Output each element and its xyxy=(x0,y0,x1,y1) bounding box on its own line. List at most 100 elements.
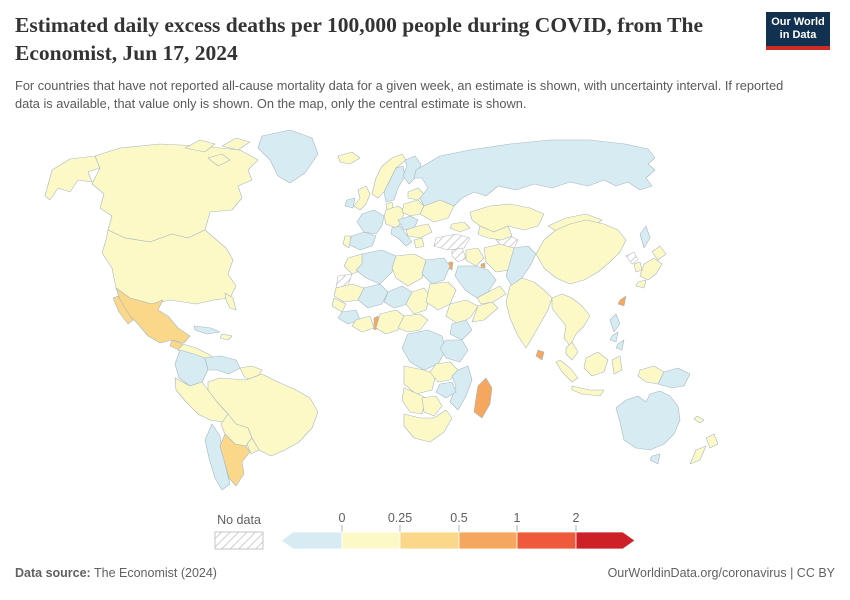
country-java[interactable] xyxy=(571,385,605,397)
legend-bin-1-2[interactable] xyxy=(516,531,577,550)
country-zambia[interactable] xyxy=(429,361,459,383)
country-syria[interactable] xyxy=(451,247,467,263)
country-sumatra[interactable] xyxy=(555,359,579,383)
country-nigeria[interactable] xyxy=(375,309,405,335)
country-libya[interactable] xyxy=(391,253,427,287)
legend-tick-label-1: 1 xyxy=(514,511,521,525)
country-philippines[interactable] xyxy=(609,313,621,333)
attribution: OurWorldinData.org/coronavirus | CC BY xyxy=(608,566,835,580)
legend-tick-label-05: 0.5 xyxy=(450,511,467,525)
country-philippines[interactable] xyxy=(615,339,625,351)
country-cuba[interactable] xyxy=(193,325,221,335)
chart-subtitle: For countries that have not reported all… xyxy=(15,77,784,112)
country-cameroon-car[interactable] xyxy=(397,313,429,333)
country-united-kingdom[interactable] xyxy=(353,185,371,211)
country-botswana[interactable] xyxy=(421,395,443,417)
country-usa-florida[interactable] xyxy=(224,292,237,311)
country-alaska[interactable] xyxy=(44,155,101,201)
country-north-korea[interactable] xyxy=(625,251,639,265)
country-south-korea[interactable] xyxy=(633,261,643,273)
country-canada-arctic[interactable] xyxy=(207,153,231,167)
country-argentina[interactable] xyxy=(219,433,251,487)
country-south-africa[interactable] xyxy=(403,409,453,443)
country-canada[interactable] xyxy=(91,143,259,243)
country-ireland[interactable] xyxy=(344,197,356,209)
country-tasmania[interactable] xyxy=(649,453,661,465)
country-sulawesi[interactable] xyxy=(611,355,623,375)
country-japan-honshu[interactable] xyxy=(639,257,663,281)
country-sri-lanka[interactable] xyxy=(535,349,545,361)
legend-bin-05-1[interactable] xyxy=(458,531,518,550)
map-area xyxy=(0,128,850,513)
country-somalia[interactable] xyxy=(471,301,499,323)
country-russia[interactable] xyxy=(413,139,656,207)
legend-bin-0-025[interactable] xyxy=(341,531,401,550)
owid-logo[interactable]: Our World in Data xyxy=(766,12,830,50)
country-philippines[interactable] xyxy=(609,331,619,343)
country-central-asia[interactable] xyxy=(477,225,513,241)
country-egypt[interactable] xyxy=(421,257,451,285)
country-usa[interactable] xyxy=(101,229,237,305)
country-uruguay[interactable] xyxy=(246,437,260,455)
country-france[interactable] xyxy=(356,209,385,235)
country-canada-arctic[interactable] xyxy=(221,137,251,151)
country-mexico-baja[interactable] xyxy=(112,295,134,325)
country-namibia[interactable] xyxy=(401,387,427,415)
country-algeria[interactable] xyxy=(355,249,397,285)
country-guinea[interactable] xyxy=(337,309,361,325)
country-canada-arctic[interactable] xyxy=(184,139,216,153)
country-mexico[interactable] xyxy=(115,287,191,344)
country-zimbabwe[interactable] xyxy=(435,381,457,399)
legend-no-data-label: No data xyxy=(217,513,261,527)
country-taiwan[interactable] xyxy=(617,295,627,307)
country-central-europe[interactable] xyxy=(397,215,419,231)
country-papua-new-guinea[interactable] xyxy=(657,367,691,389)
country-sakhalin[interactable] xyxy=(639,225,651,249)
country-iceland[interactable] xyxy=(337,151,361,165)
owid-url-link[interactable]: OurWorldinData.org/coronavirus xyxy=(607,566,787,580)
country-portugal[interactable] xyxy=(342,235,352,249)
country-iraq[interactable] xyxy=(465,247,485,267)
country-tanzania[interactable] xyxy=(439,339,469,363)
legend-no-data-swatch[interactable] xyxy=(214,531,264,550)
country-italy[interactable] xyxy=(390,225,413,247)
country-chad[interactable] xyxy=(405,287,431,315)
country-greenland[interactable] xyxy=(257,129,319,184)
country-china[interactable] xyxy=(535,219,627,285)
legend-bin-025-05[interactable] xyxy=(399,531,460,550)
country-mali[interactable] xyxy=(357,283,389,309)
country-ethiopia[interactable] xyxy=(445,299,479,325)
country-turkey[interactable] xyxy=(433,233,471,251)
country-se-asia[interactable] xyxy=(551,293,591,347)
country-madagascar[interactable] xyxy=(473,377,493,419)
country-malaysia[interactable] xyxy=(565,341,579,361)
country-borneo[interactable] xyxy=(583,351,609,377)
country-ivory-ghana[interactable] xyxy=(351,315,375,333)
country-romania-balkans[interactable] xyxy=(405,223,433,239)
country-angola[interactable] xyxy=(403,365,437,395)
country-new-zealand-south[interactable] xyxy=(689,445,707,465)
country-japan-kyushu[interactable] xyxy=(635,279,647,289)
country-kazakhstan[interactable] xyxy=(469,203,545,233)
country-venezuela[interactable] xyxy=(204,355,241,375)
data-source-label: Data source: xyxy=(15,566,91,580)
country-kenya[interactable] xyxy=(449,319,473,341)
country-spain[interactable] xyxy=(347,231,377,251)
country-japan-hokkaido[interactable] xyxy=(651,245,667,261)
country-new-zealand-north[interactable] xyxy=(705,433,719,449)
country-india[interactable] xyxy=(505,277,553,349)
country-yemen-oman[interactable] xyxy=(476,285,507,305)
country-mozambique[interactable] xyxy=(449,365,473,411)
legend-bin-above-2[interactable] xyxy=(575,531,636,550)
legend-tick-label-2: 2 xyxy=(573,511,580,525)
country-hispaniola[interactable] xyxy=(219,333,233,341)
country-greece[interactable] xyxy=(413,237,425,249)
country-germany[interactable] xyxy=(383,205,405,229)
country-pacific-islands[interactable] xyxy=(693,415,705,424)
country-australia[interactable] xyxy=(615,390,681,451)
country-kuwait[interactable] xyxy=(480,262,486,269)
legend-tick-label-0: 0 xyxy=(339,511,346,525)
country-caucasus[interactable] xyxy=(449,221,471,233)
country-finland[interactable] xyxy=(402,155,422,185)
legend-bin-below-0[interactable] xyxy=(280,531,343,550)
